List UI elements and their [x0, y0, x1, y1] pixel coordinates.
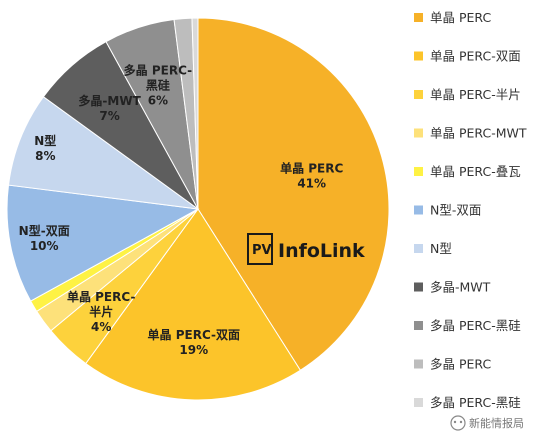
legend-swatch [414, 90, 423, 99]
slice-data-label: 10% [30, 239, 59, 253]
wechat-icon [450, 415, 466, 431]
legend-label: 多晶 PERC-黑硅 [430, 395, 521, 410]
legend-label: 多晶 PERC [430, 357, 491, 372]
slice-data-label: 41% [297, 177, 326, 191]
watermark: 新能情报局 [450, 415, 524, 431]
slice-data-label: 黑硅 [146, 78, 170, 93]
slice-data-label: 19% [179, 343, 208, 357]
legend-swatch [414, 282, 423, 292]
legend-label: 单晶 PERC [430, 10, 491, 25]
legend-label: 多晶 PERC-黑硅 [430, 318, 521, 333]
watermark-text: 新能情报局 [469, 416, 524, 430]
legend-label: 单晶 PERC-双面 [430, 49, 521, 64]
slice-data-label: 7% [99, 109, 119, 123]
slice-data-label: 8% [35, 149, 55, 163]
legend-label: N型-双面 [430, 203, 481, 218]
legend-swatch [414, 205, 423, 215]
slice-data-label: 单晶 PERC-双面 [148, 327, 240, 342]
legend-label: 单晶 PERC-半片 [430, 87, 521, 102]
legend-label: 单晶 PERC-叠瓦 [430, 164, 521, 179]
slice-data-label: 多晶-MWT [78, 93, 141, 108]
legend-swatch [414, 128, 423, 138]
wechat-eye-right [459, 420, 463, 424]
pie-slice [197, 17, 390, 371]
legend-swatch [414, 167, 423, 176]
legend-label: 单晶 PERC-MWT [430, 126, 527, 141]
slice-data-label: 单晶 PERC- [67, 289, 135, 304]
legend-swatch [414, 51, 423, 61]
pie-slice [6, 184, 200, 302]
legend-swatch [414, 359, 423, 369]
slice-data-label: 单晶 PERC [280, 161, 343, 176]
slice-data-label: 6% [148, 94, 168, 108]
legend-label: 多晶-MWT [430, 280, 491, 295]
pv-badge-icon [247, 233, 273, 265]
legend-swatch [414, 321, 423, 330]
pie-slice [7, 96, 199, 210]
legend-swatch [414, 398, 423, 407]
pie-slice [191, 17, 199, 210]
logo-name: InfoLink [278, 240, 365, 262]
logo-badge-text: PV [252, 243, 272, 258]
slice-data-label: 4% [91, 320, 111, 334]
legend-swatch [414, 244, 423, 253]
wechat-eye-left [453, 420, 457, 424]
slice-data-label: 半片 [89, 304, 113, 319]
pie-slice [85, 208, 302, 401]
pie-slices [6, 17, 390, 401]
slice-data-label: N型 [34, 133, 56, 148]
slice-data-label: N型-双面 [19, 223, 70, 238]
legend-swatch [414, 13, 423, 22]
infolink-logo: PV InfoLink [247, 233, 365, 265]
slice-data-label: 多晶 PERC- [124, 63, 192, 78]
legend-label: N型 [430, 241, 452, 256]
